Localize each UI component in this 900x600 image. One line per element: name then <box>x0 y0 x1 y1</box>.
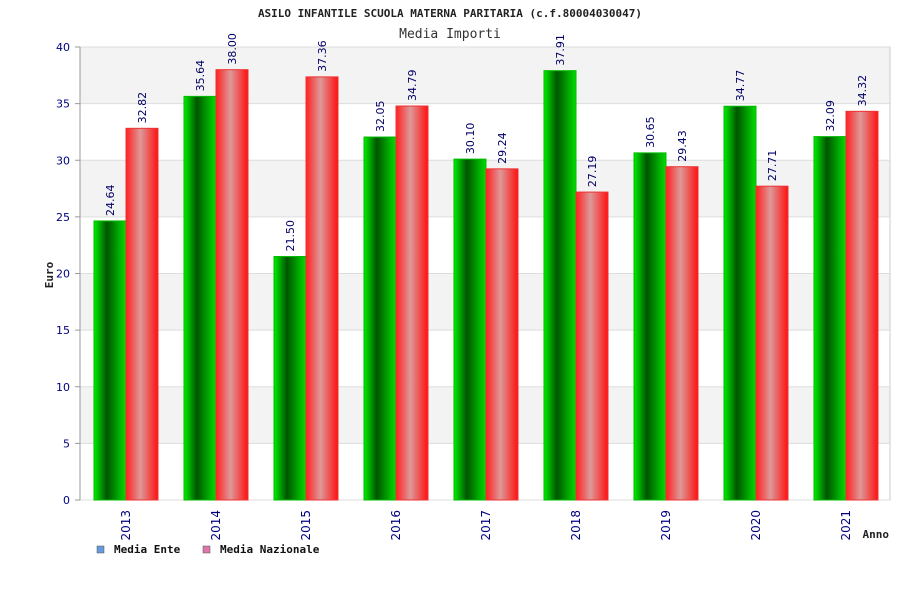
y-tick-label: 5 <box>63 437 70 450</box>
bar-media-nazionale-2018 <box>575 191 609 501</box>
legend-swatch <box>202 545 211 554</box>
bar-media-ente-2015 <box>273 256 307 501</box>
y-axis-ticks: 0 5 10 15 20 25 30 35 40 <box>56 41 81 507</box>
y-tick-label: 10 <box>56 381 70 394</box>
value-label: 24.64 <box>104 184 117 216</box>
value-label: 34.32 <box>856 75 869 107</box>
y-axis-label: Euro <box>43 261 56 288</box>
bar-media-nazionale-2019 <box>665 166 699 501</box>
value-label: 32.05 <box>374 101 387 133</box>
bar-media-nazionale-2015 <box>305 76 339 501</box>
value-label: 35.64 <box>194 60 207 92</box>
x-tick-label: 2021 <box>839 510 853 541</box>
x-tick-label: 2014 <box>209 510 223 541</box>
bar-media-ente-2018 <box>543 70 577 501</box>
bar-media-ente-2013 <box>93 220 127 501</box>
chart-subtitle: Media Importi <box>399 27 501 42</box>
chart-title: ASILO INFANTILE SCUOLA MATERNA PARITARIA… <box>258 7 642 20</box>
value-label: 27.71 <box>766 150 779 182</box>
y-tick-label: 40 <box>56 41 70 54</box>
bar-media-nazionale-2021 <box>845 110 879 501</box>
value-labels: 24.64 32.82 35.64 38.00 21.50 37.36 32.05 34.79… <box>104 33 869 251</box>
x-tick-label: 2019 <box>659 510 673 541</box>
bar-media-ente-2021 <box>813 136 847 501</box>
x-tick-label: 2013 <box>119 510 133 541</box>
bar-media-nazionale-2017 <box>485 168 519 501</box>
legend-label: Media Nazionale <box>220 543 320 556</box>
bar-media-nazionale-2014 <box>215 69 249 501</box>
value-label: 37.36 <box>316 40 329 72</box>
x-tick-label: 2016 <box>389 510 403 541</box>
value-label: 30.10 <box>464 123 477 155</box>
value-label: 32.82 <box>136 92 149 124</box>
bar-media-ente-2014 <box>183 95 217 501</box>
bar-media-nazionale-2020 <box>755 185 789 501</box>
value-label: 30.65 <box>644 116 657 148</box>
bar-media-nazionale-2013 <box>125 127 159 501</box>
value-label: 38.00 <box>226 33 239 65</box>
bar-media-ente-2017 <box>453 158 487 501</box>
plot-band <box>80 47 890 104</box>
bar-media-ente-2019 <box>633 152 667 501</box>
bar-media-ente-2016 <box>363 136 397 501</box>
bars <box>93 69 879 501</box>
bar-media-ente-2020 <box>723 105 757 501</box>
y-tick-label: 0 <box>63 494 70 507</box>
y-tick-label: 35 <box>56 98 70 111</box>
x-tick-label: 2015 <box>299 510 313 541</box>
legend-label: Media Ente <box>114 543 181 556</box>
legend-swatch <box>96 545 105 554</box>
value-label: 29.24 <box>496 132 509 164</box>
value-label: 34.79 <box>406 70 419 102</box>
y-tick-label: 30 <box>56 154 70 167</box>
value-label: 27.19 <box>586 156 599 188</box>
y-tick-label: 15 <box>56 324 70 337</box>
value-label: 32.09 <box>824 100 837 132</box>
value-label: 37.91 <box>554 34 567 66</box>
value-label: 29.43 <box>676 130 689 162</box>
bar-media-nazionale-2016 <box>395 105 429 501</box>
value-label: 21.50 <box>284 220 297 252</box>
x-axis-ticks: 2013 2014 2015 2016 2017 2018 2019 2020 2021 <box>119 510 853 541</box>
y-tick-label: 20 <box>56 268 70 281</box>
x-axis-label: Anno <box>863 528 890 541</box>
x-tick-label: 2020 <box>749 510 763 541</box>
x-tick-label: 2018 <box>569 510 583 541</box>
value-label: 34.77 <box>734 70 747 102</box>
y-tick-label: 25 <box>56 211 70 224</box>
x-tick-label: 2017 <box>479 510 493 541</box>
legend: Media Ente Media Nazionale <box>96 543 320 556</box>
